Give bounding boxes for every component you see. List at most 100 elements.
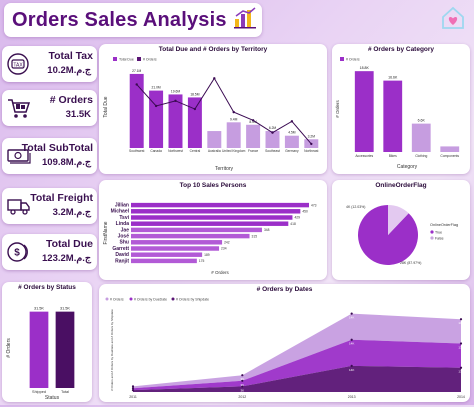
- salesperson-value: 348: [264, 228, 270, 232]
- bar-chart-icon: [233, 6, 257, 34]
- salesperson-bar: [131, 258, 197, 264]
- area-point: [241, 379, 244, 382]
- category-data-label: 16.6K: [388, 76, 398, 80]
- salesperson-bar: [131, 233, 250, 239]
- status-data-label: 31.5K: [34, 307, 44, 311]
- dates-tick-label: 2012: [238, 395, 246, 399]
- kpi-value: 123.2M.ج.م: [42, 253, 91, 264]
- money-icon: [6, 144, 32, 173]
- orders-point: [251, 119, 255, 122]
- dates-chart-card: # Orders by Dates # Orders # Orders by Du…: [99, 284, 470, 402]
- area-data-label: 14K: [349, 316, 354, 320]
- area-data-label: 3K: [240, 383, 244, 387]
- area-point: [241, 374, 244, 377]
- category-chart-card: # Orders by Category # Orders # Orders Cat…: [332, 44, 470, 174]
- salesperson-name: José: [118, 234, 130, 240]
- salesperson-name: Ranjit: [115, 258, 129, 264]
- legend-label: False: [435, 237, 444, 241]
- territory-tick-label: Australia: [208, 149, 221, 153]
- category-tick-label: Components: [440, 154, 459, 158]
- territory-tick-label: Central: [190, 149, 201, 153]
- territory-chart: Total Due # Orders Total Due Territory South…: [103, 57, 319, 172]
- territory-bar: [187, 97, 202, 148]
- kpi-label: Total Due: [45, 238, 93, 250]
- coins-icon: $: [6, 240, 32, 269]
- territory-tick-label: United Kingdom: [222, 149, 246, 153]
- orders-point: [193, 107, 197, 111]
- status-chart-card: # Orders by Status # Orders Status 31.5K Sh…: [2, 282, 92, 402]
- area-data-label: 3K: [240, 377, 244, 381]
- kpi-orders: # Orders 31.5K: [2, 90, 97, 126]
- territory-chart-card: Total Due and # Orders by Territory Tota…: [99, 44, 327, 174]
- pie-data-label: 4K (12.03%): [346, 205, 365, 209]
- orders-point: [310, 142, 313, 146]
- territory-bar: [284, 135, 299, 148]
- category-bar: [440, 146, 460, 152]
- area-point: [459, 342, 463, 345]
- area-point: [131, 387, 135, 390]
- title-card: Orders Sales Analysis: [4, 3, 262, 37]
- status-bar: [55, 311, 75, 388]
- salesperson-value: 429: [294, 216, 300, 220]
- area-point: [350, 364, 353, 367]
- pie-slice-false: [388, 205, 409, 235]
- y-axis-label: # Orders: [335, 100, 340, 118]
- kpi-label: Total Tax: [48, 50, 93, 62]
- kpi-label: Total Freight: [30, 192, 93, 204]
- onlineflag-chart: 4K (12.03%) 28K (87.97%) OnlineOrderFlag Tr…: [346, 205, 458, 265]
- legend-swatch: [129, 297, 133, 301]
- legend-swatch: [430, 230, 434, 234]
- salesperson-bar: [131, 202, 309, 208]
- category-data-label: 18.8K: [360, 66, 370, 70]
- salespersons-chart: FirstName # Orders Jillian 473 Michael 450 Tsv…: [103, 202, 317, 275]
- salesperson-value: 315: [252, 234, 258, 238]
- status-tick-label: Shipped: [32, 390, 46, 394]
- kpi-value: 10.2M.ج.م: [47, 65, 91, 76]
- legend-swatch: [171, 297, 175, 301]
- status-bar: [29, 311, 49, 388]
- area-series: [133, 339, 461, 391]
- salesperson-value: 473: [311, 203, 317, 207]
- home-heart-icon[interactable]: [440, 6, 466, 35]
- category-tick-label: Bikes: [389, 154, 397, 158]
- territory-data-label: 3.2M: [308, 134, 316, 138]
- territory-data-label: 6.2M: [269, 126, 277, 130]
- kpi-value: 3.2M.ج.م: [52, 207, 91, 218]
- area-point: [459, 318, 463, 321]
- area-data-label: 13K: [458, 370, 463, 374]
- territory-data-label: 21.0M: [152, 86, 161, 90]
- territory-bar: [226, 122, 241, 148]
- kpi-value: 109.8M.ج.م: [42, 157, 91, 168]
- truck-icon: [6, 194, 32, 223]
- svg-text:$: $: [14, 248, 20, 259]
- dates-chart: # Orders # Orders by DueDate # Orders by S…: [105, 297, 465, 399]
- area-data-label: 13K: [458, 345, 463, 349]
- area-point: [241, 385, 244, 388]
- legend-swatch: [113, 57, 117, 61]
- orders-point: [290, 120, 294, 123]
- salesperson-value: 242: [224, 241, 230, 245]
- chart-title: # Orders by Status: [18, 284, 76, 291]
- orders-point: [271, 131, 274, 134]
- legend-swatch: [340, 57, 344, 61]
- salesperson-bar: [131, 246, 220, 251]
- chart-title: # Orders by Category: [367, 46, 435, 53]
- orders-point: [174, 99, 177, 103]
- salesperson-name: Shu: [120, 240, 129, 246]
- x-axis-label: Category: [397, 164, 418, 170]
- salesperson-bar: [131, 221, 289, 226]
- category-tick-label: Clothing: [415, 154, 427, 158]
- kpi-label: Total SubTotal: [21, 142, 93, 154]
- orders-point: [135, 83, 138, 86]
- area-point: [131, 389, 135, 392]
- territory-data-label: 8.5M: [249, 120, 257, 124]
- salesperson-name: Garrett: [112, 246, 129, 252]
- area-data-label: 13K: [458, 321, 463, 325]
- legend-label: # Orders by Shipdate: [176, 297, 209, 301]
- salesperson-bar: [131, 252, 203, 257]
- orders-point: [232, 110, 235, 114]
- status-chart: # Orders Status 31.5K Shipped 31.5K Total: [6, 307, 75, 401]
- legend-label: # Orders: [110, 297, 124, 301]
- kpi-label: # Orders: [49, 94, 93, 106]
- category-bar: [354, 71, 374, 152]
